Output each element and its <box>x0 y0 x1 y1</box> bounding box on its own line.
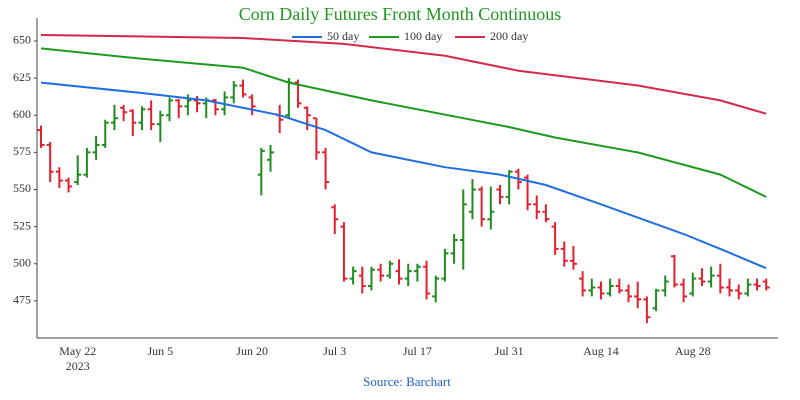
legend-label: 50 day <box>327 29 359 43</box>
x-tick-label: Jun 20 <box>236 344 268 358</box>
x-tick-label: Jun 5 <box>147 344 174 358</box>
y-tick-label: 650 <box>13 33 31 47</box>
legend-label: 200 day <box>490 29 528 43</box>
moving-average-line <box>40 81 767 270</box>
moving-average-line <box>40 34 767 115</box>
y-tick-label: 550 <box>13 181 31 195</box>
y-tick-label: 525 <box>13 218 31 232</box>
x-tick-label: Jul 31 <box>494 344 524 358</box>
y-tick-label: 600 <box>13 107 31 121</box>
x-tick-label: Jul 17 <box>402 344 432 358</box>
x-tick-label: Aug 14 <box>583 344 619 358</box>
y-tick-label: 625 <box>13 70 31 84</box>
x-tick-label: Jul 3 <box>323 344 347 358</box>
x-tick-label: Aug 28 <box>674 344 711 358</box>
y-tick-label: 575 <box>13 144 31 158</box>
y-tick-label: 500 <box>13 255 31 269</box>
moving-average-line <box>40 47 767 198</box>
chart-title: Corn Daily Futures Front Month Continuou… <box>239 4 562 24</box>
y-tick-label: 475 <box>13 293 31 307</box>
legend-label: 100 day <box>404 29 442 43</box>
source: Source: Barchart <box>363 374 451 389</box>
x-tick-label: May 22 2023 <box>59 344 97 373</box>
